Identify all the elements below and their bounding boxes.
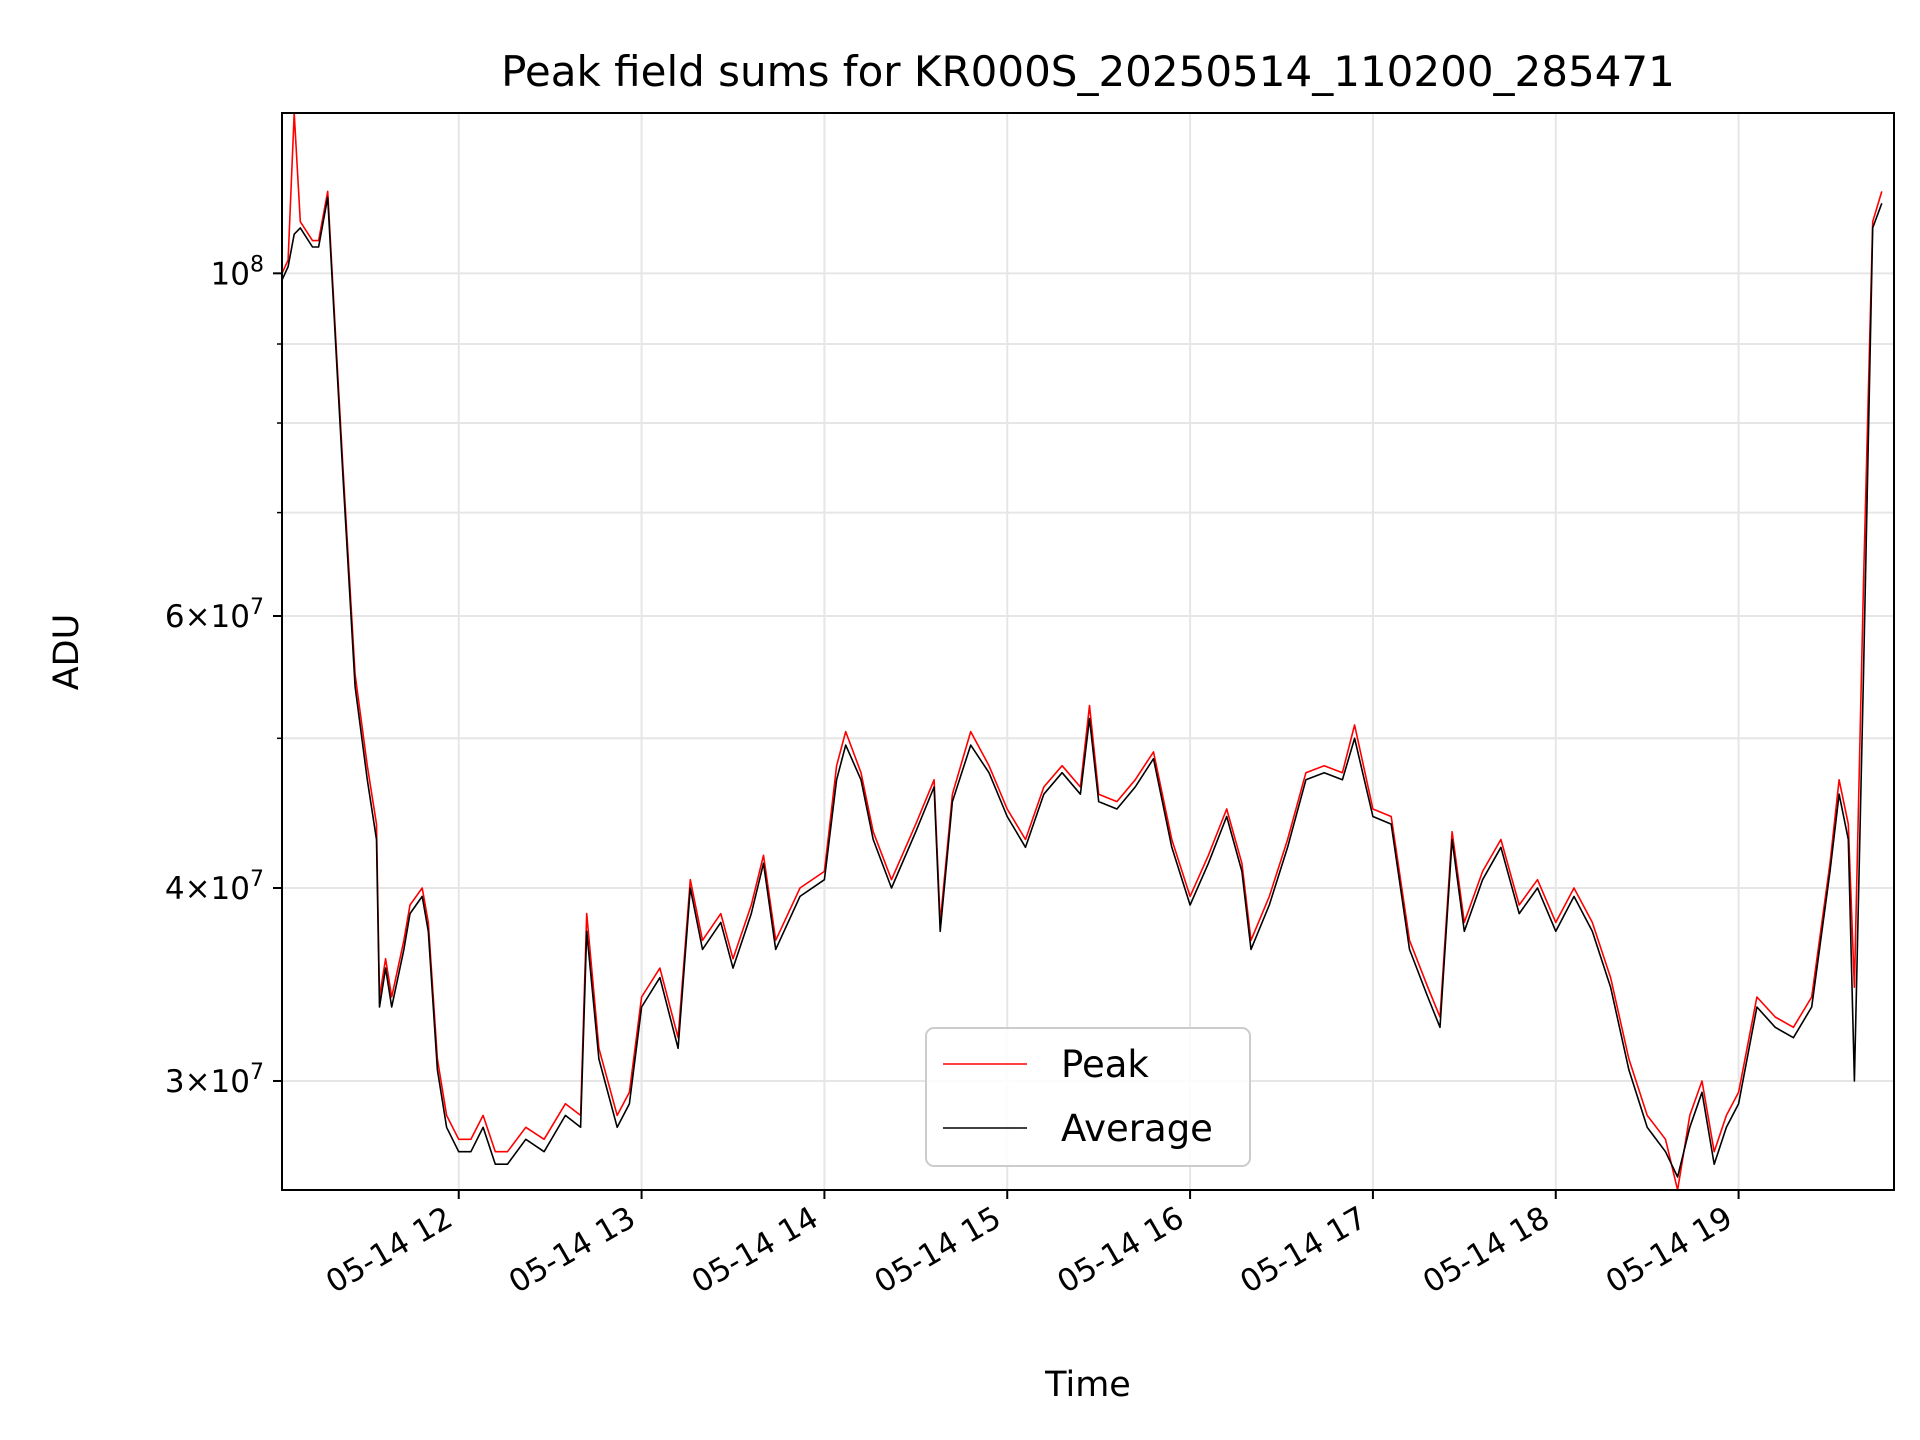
x-tick-label: 05-14 19: [1600, 1200, 1739, 1301]
x-tick-label: 05-14 14: [686, 1200, 825, 1301]
series-lines: [281, 112, 1883, 1191]
x-tick-label: 05-14 12: [320, 1200, 459, 1301]
legend-label-peak: Peak: [1061, 1043, 1149, 1086]
y-tick-label: 3×107: [165, 1060, 264, 1100]
y-axis-label: ADU: [47, 614, 87, 691]
x-tick-label: 05-14 17: [1234, 1200, 1373, 1301]
x-tick-label: 05-14 16: [1051, 1200, 1190, 1301]
legend-box: [925, 1027, 1251, 1167]
series-line-average: [281, 196, 1883, 1178]
legend: Peak Average: [925, 1027, 1251, 1167]
x-tick-label: 05-14 18: [1417, 1200, 1556, 1301]
plot-frame: [281, 112, 1895, 1191]
x-axis-label: Time: [1044, 1365, 1131, 1405]
y-tick-label: 108: [211, 252, 264, 292]
legend-label-average: Average: [1061, 1107, 1213, 1150]
chart-title: Peak field sums for KR000S_20250514_1102…: [501, 47, 1675, 96]
y-tick-label: 4×107: [165, 867, 264, 907]
y-tick-label: 6×107: [165, 595, 264, 635]
x-tick-label: 05-14 15: [869, 1200, 1008, 1301]
x-tick-label: 05-14 13: [503, 1200, 642, 1301]
